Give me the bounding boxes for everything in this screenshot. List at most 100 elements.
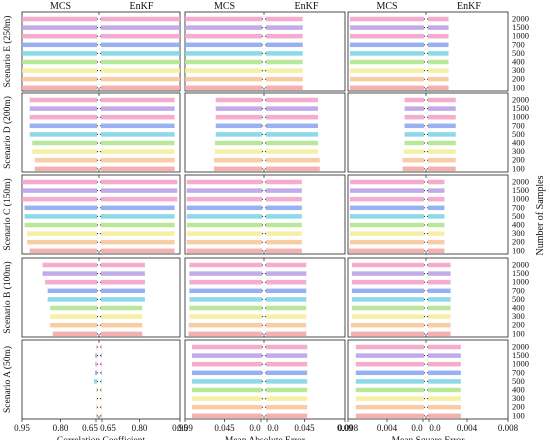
center-dot: [99, 290, 102, 292]
bar-enkf: [266, 149, 318, 154]
center-dot: [96, 264, 99, 266]
x-tick-label: 0.80: [53, 423, 69, 433]
center-dot: [99, 159, 102, 161]
method-label-enkf: EnKF: [295, 1, 319, 12]
bar-mcs: [29, 106, 98, 111]
center-dot: [99, 27, 102, 29]
x-tick-label: 0.0: [429, 423, 441, 433]
center-dot: [426, 363, 429, 365]
center-dot: [96, 78, 99, 80]
center-dot: [99, 168, 102, 170]
x-tick-label: 0.09: [177, 423, 193, 433]
x-tick-label: 0.004: [457, 423, 478, 433]
bar-enkf: [428, 248, 445, 254]
sample-label: 200: [512, 237, 525, 247]
center-dot: [99, 380, 102, 382]
center-dot: [423, 151, 426, 153]
bar-enkf: [428, 297, 451, 302]
method-label-mcs: MCS: [376, 1, 397, 12]
bar-mcs: [349, 85, 424, 91]
sample-label: 700: [512, 39, 525, 49]
center-dot: [261, 190, 264, 192]
x-axis-label: Correlation Coefficient: [57, 435, 146, 440]
bar-enkf: [428, 214, 445, 219]
center-dot: [426, 99, 429, 101]
bar-mcs: [22, 179, 97, 185]
center-dot: [426, 18, 429, 20]
center-dot: [261, 99, 264, 101]
center-dot: [96, 142, 99, 144]
x-tick-label: 0.0: [267, 423, 279, 433]
center-dot: [261, 389, 264, 391]
x-tick-label: 0.95: [172, 423, 188, 433]
bar-mcs: [215, 106, 262, 111]
center-dot: [264, 398, 267, 400]
bar-mcs: [27, 239, 98, 245]
center-dot: [426, 181, 429, 183]
center-dot: [423, 290, 426, 292]
bar-enkf: [266, 59, 303, 65]
center-dot: [426, 159, 429, 161]
bar-mcs: [404, 114, 424, 120]
bar-enkf: [428, 42, 449, 48]
center-dot: [261, 61, 264, 63]
bar-mcs: [192, 353, 262, 358]
center-dot: [99, 133, 102, 135]
bar-mcs: [22, 188, 97, 193]
bar-mcs: [185, 16, 262, 22]
center-dot: [423, 35, 426, 37]
center-dot: [426, 35, 429, 37]
bar-enkf: [428, 396, 461, 401]
center-dot: [264, 281, 267, 283]
bar-mcs: [349, 51, 424, 56]
center-dot: [264, 363, 267, 365]
sample-label: 100: [512, 328, 525, 338]
center-dot: [423, 415, 426, 417]
bar-mcs: [45, 279, 97, 285]
center-dot: [423, 241, 426, 243]
center-dot: [423, 264, 426, 266]
bar-enkf: [428, 205, 445, 211]
center-dot: [99, 389, 102, 391]
center-dot: [264, 61, 267, 63]
bar-enkf: [266, 51, 303, 56]
bar-mcs: [42, 262, 97, 268]
bar-enkf: [428, 157, 456, 163]
sample-label: 1500: [512, 268, 529, 278]
method-label-mcs: MCS: [50, 1, 71, 12]
bar-mcs: [22, 76, 97, 82]
center-dot: [261, 116, 264, 118]
center-dot: [264, 406, 267, 408]
center-dot: [96, 207, 99, 209]
center-dot: [96, 346, 99, 348]
bar-enkf: [101, 166, 175, 172]
center-dot: [264, 35, 267, 37]
bar-enkf: [266, 305, 307, 311]
sample-label: 100: [512, 245, 525, 255]
bar-enkf: [101, 68, 180, 73]
center-dot: [426, 133, 429, 135]
sample-label: 500: [512, 376, 525, 386]
center-dot: [261, 264, 264, 266]
panel-frame: [347, 92, 509, 173]
center-dot: [426, 372, 429, 374]
bar-mcs: [96, 404, 98, 410]
bar-mcs: [349, 33, 424, 39]
center-dot: [264, 78, 267, 80]
bar-mcs: [349, 205, 424, 211]
center-dot: [426, 324, 429, 326]
bar-mcs: [50, 305, 97, 311]
center-dot: [99, 35, 102, 37]
scenario-label: Scenario D (200m): [2, 96, 13, 169]
bar-enkf: [266, 288, 307, 294]
bar-mcs: [404, 140, 424, 146]
bar-mcs: [192, 396, 262, 401]
center-dot: [99, 151, 102, 153]
center-dot: [426, 27, 429, 29]
center-dot: [99, 355, 102, 357]
x-tick-label: 0.008: [338, 423, 359, 433]
bar-enkf: [428, 97, 456, 103]
bar-enkf: [101, 370, 102, 376]
center-dot: [264, 18, 267, 20]
bar-mcs: [29, 123, 98, 129]
